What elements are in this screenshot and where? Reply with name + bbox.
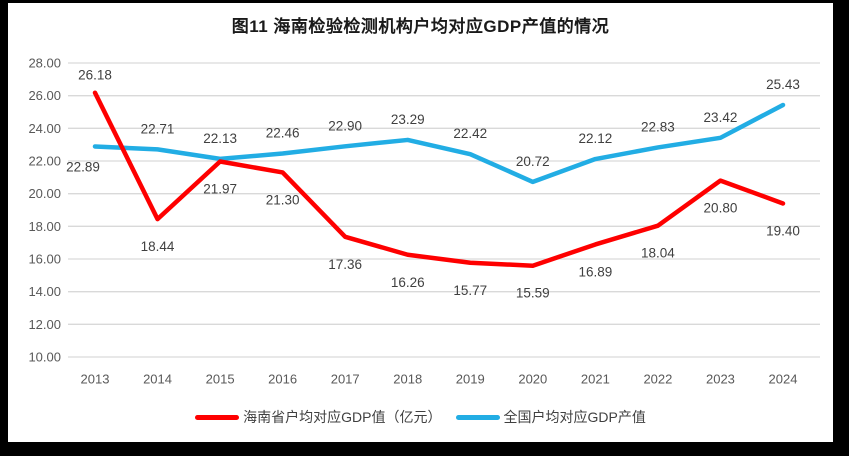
svg-text:18.00: 18.00	[28, 219, 61, 234]
svg-text:16.26: 16.26	[391, 275, 425, 290]
svg-text:2019: 2019	[456, 372, 485, 387]
svg-text:10.00: 10.00	[28, 350, 61, 365]
svg-text:2021: 2021	[581, 372, 610, 387]
svg-text:16.89: 16.89	[578, 264, 612, 279]
series-lines	[92, 90, 786, 268]
legend-line-blue-icon	[455, 414, 500, 420]
svg-text:26.00: 26.00	[28, 88, 61, 103]
svg-text:2020: 2020	[518, 372, 547, 387]
legend-item-national: 全国户均对应GDP产值	[455, 407, 646, 427]
svg-text:19.40: 19.40	[766, 223, 800, 238]
svg-text:2016: 2016	[268, 372, 297, 387]
svg-text:2022: 2022	[643, 372, 672, 387]
svg-text:21.97: 21.97	[203, 181, 237, 196]
legend-label-hainan: 海南省户均对应GDP值（亿元）	[243, 409, 442, 425]
svg-text:22.12: 22.12	[578, 131, 612, 146]
svg-text:22.89: 22.89	[66, 159, 100, 174]
svg-text:20.72: 20.72	[516, 154, 550, 169]
svg-text:22.71: 22.71	[141, 121, 175, 136]
svg-text:2014: 2014	[143, 372, 172, 387]
svg-text:15.59: 15.59	[516, 286, 550, 301]
gridlines	[68, 62, 820, 358]
svg-text:16.00: 16.00	[28, 252, 61, 267]
svg-text:15.77: 15.77	[453, 283, 487, 298]
svg-text:22.90: 22.90	[328, 118, 362, 133]
svg-text:20.80: 20.80	[704, 201, 738, 216]
svg-text:23.29: 23.29	[391, 112, 425, 127]
svg-text:2013: 2013	[81, 372, 110, 387]
data-labels: 26.18 18.44 21.97 21.30 17.36 16.26 15.77 15.59…	[66, 68, 800, 301]
svg-text:22.83: 22.83	[641, 119, 675, 134]
svg-text:25.43: 25.43	[766, 77, 800, 92]
legend-label-national: 全国户均对应GDP产值	[503, 409, 646, 425]
svg-text:2024: 2024	[769, 372, 798, 387]
svg-text:28.00: 28.00	[28, 56, 61, 71]
legend: 海南省户均对应GDP值（亿元） 全国户均对应GDP产值	[8, 407, 833, 427]
chart-frame: 图11 海南检验检测机构户均对应GDP产值的情况 28.00 26.00 24.00…	[8, 3, 833, 442]
svg-text:22.46: 22.46	[266, 125, 300, 140]
svg-text:26.18: 26.18	[78, 68, 112, 83]
svg-text:22.13: 22.13	[203, 131, 237, 146]
svg-text:2015: 2015	[206, 372, 235, 387]
y-axis-labels: 28.00 26.00 24.00 22.00 20.00 18.00 16.00 14.00…	[28, 56, 61, 365]
svg-text:18.44: 18.44	[141, 239, 175, 254]
x-axis-labels: 2013 2014 2015 2016 2017 2018 2019 2020 2021 2022…	[81, 372, 798, 387]
svg-text:23.42: 23.42	[704, 110, 738, 125]
svg-text:22.00: 22.00	[28, 154, 61, 169]
svg-text:2023: 2023	[706, 372, 735, 387]
legend-item-hainan: 海南省户均对应GDP值（亿元）	[195, 407, 442, 427]
legend-line-red-icon	[195, 414, 240, 420]
chart-canvas: 28.00 26.00 24.00 22.00 20.00 18.00 16.00 14.00…	[28, 56, 820, 387]
svg-text:20.00: 20.00	[28, 186, 61, 201]
svg-text:2017: 2017	[331, 372, 360, 387]
svg-text:14.00: 14.00	[28, 284, 61, 299]
svg-text:17.36: 17.36	[328, 257, 362, 272]
svg-text:22.42: 22.42	[453, 126, 487, 141]
svg-text:2018: 2018	[393, 372, 422, 387]
svg-text:12.00: 12.00	[28, 317, 61, 332]
svg-text:24.00: 24.00	[28, 121, 61, 136]
svg-text:18.04: 18.04	[641, 246, 675, 261]
svg-text:21.30: 21.30	[266, 192, 300, 207]
chart-title: 图11 海南检验检测机构户均对应GDP产值的情况	[231, 17, 610, 36]
